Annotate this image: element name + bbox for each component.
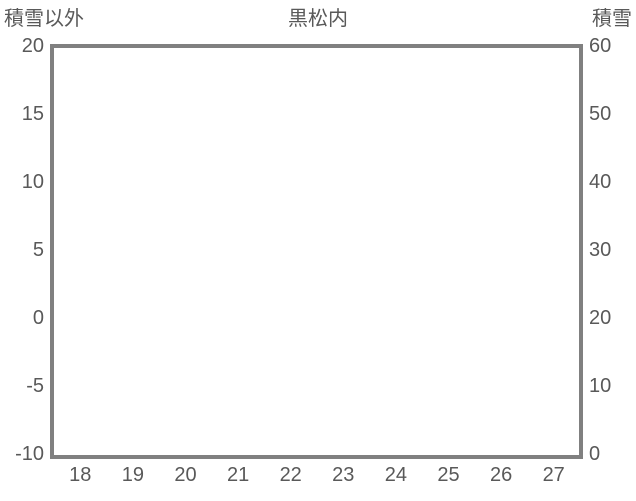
x-axis-tick-21: 21 (226, 464, 250, 486)
y-axis-tick-15: 15 (21, 103, 44, 125)
x-axis-tick-19: 19 (121, 464, 145, 486)
x-axis-tick-22: 22 (279, 464, 302, 486)
y2-axis-tick-10: 10 (589, 375, 612, 397)
y2-axis-tick-0: 0 (589, 443, 601, 465)
x-axis-tick-24: 24 (384, 464, 408, 486)
left-axis-unit-label: 積雪以外 (4, 8, 84, 30)
x-axis-tick-25: 25 (437, 464, 460, 486)
plot-area (50, 44, 583, 459)
y2-axis-tick-30: 30 (589, 239, 612, 261)
y-axis-tick-neg5: -5 (26, 375, 44, 397)
x-axis-tick-27: 27 (542, 464, 565, 486)
right-axis-unit-label: 積雪 (592, 8, 632, 30)
x-axis-tick-23: 23 (332, 464, 355, 486)
y2-axis-tick-40: 40 (589, 171, 612, 193)
y-axis-tick-0: 0 (32, 307, 44, 329)
y-axis-tick-10: 10 (21, 171, 44, 193)
plot-frame (50, 44, 583, 459)
x-axis-tick-20: 20 (174, 464, 197, 486)
y-axis-tick-neg10: -10 (15, 443, 44, 465)
x-axis-tick-26: 26 (489, 464, 513, 486)
y2-axis-tick-50: 50 (589, 103, 612, 125)
chart-title: 黒松内 (288, 8, 348, 30)
y2-axis-tick-20: 20 (589, 307, 612, 329)
y-axis-tick-20: 20 (21, 35, 44, 57)
y-axis-tick-5: 5 (32, 239, 44, 261)
y2-axis-tick-60: 60 (589, 35, 612, 57)
x-axis-tick-18: 18 (69, 464, 92, 486)
